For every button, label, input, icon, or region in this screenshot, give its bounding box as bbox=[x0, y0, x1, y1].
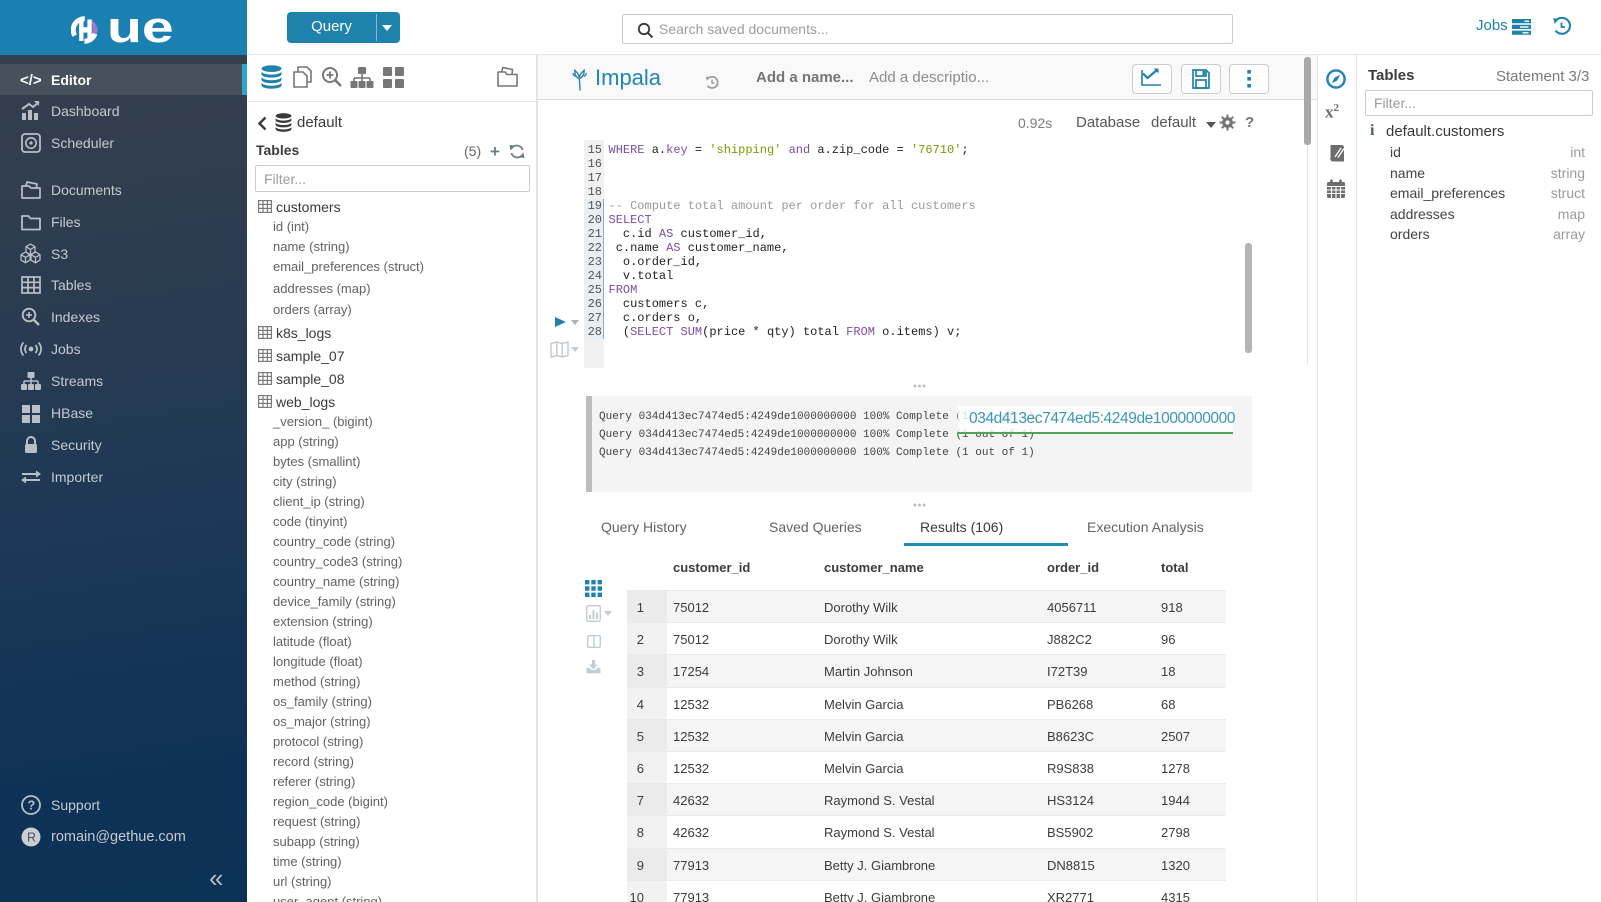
svg-text:ue: ue bbox=[107, 15, 174, 46]
svg-text:?: ? bbox=[27, 798, 35, 813]
svg-text:</>: </> bbox=[20, 72, 42, 89]
svg-text:R: R bbox=[27, 831, 36, 845]
